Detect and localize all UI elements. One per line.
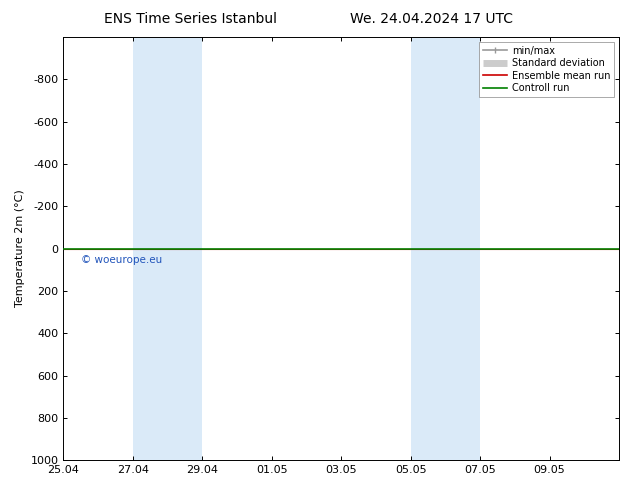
Bar: [133, 37, 202, 460]
Text: © woeurope.eu: © woeurope.eu: [81, 255, 162, 265]
Bar: [411, 37, 480, 460]
Legend: min/max, Standard deviation, Ensemble mean run, Controll run: min/max, Standard deviation, Ensemble me…: [479, 42, 614, 97]
Y-axis label: Temperature 2m (°C): Temperature 2m (°C): [15, 190, 25, 307]
Text: ENS Time Series Istanbul: ENS Time Series Istanbul: [104, 12, 276, 26]
Text: We. 24.04.2024 17 UTC: We. 24.04.2024 17 UTC: [349, 12, 513, 26]
